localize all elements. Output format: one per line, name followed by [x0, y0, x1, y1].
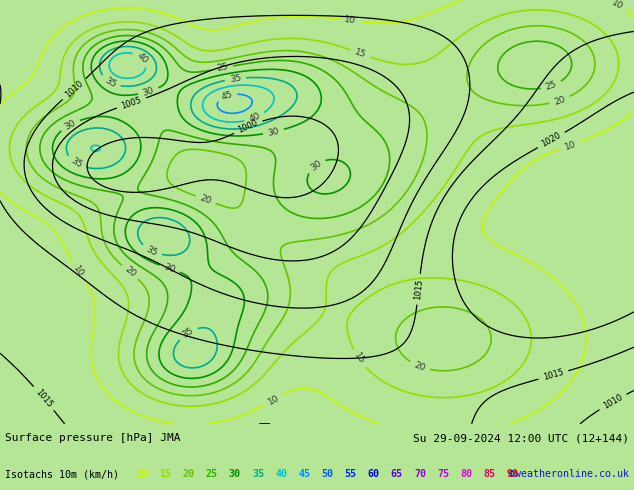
Text: 10: 10 — [266, 393, 281, 407]
Text: 20: 20 — [413, 360, 427, 373]
Text: 35: 35 — [103, 75, 118, 89]
Text: 1005: 1005 — [120, 95, 143, 111]
Text: Surface pressure [hPa] JMA: Surface pressure [hPa] JMA — [5, 433, 181, 443]
Text: 15: 15 — [354, 48, 368, 60]
Text: 20: 20 — [123, 265, 137, 279]
Text: 10: 10 — [136, 469, 148, 479]
Text: 10: 10 — [564, 139, 578, 151]
Text: 60: 60 — [368, 469, 380, 479]
Text: 35: 35 — [145, 245, 159, 257]
Text: 10: 10 — [344, 15, 356, 25]
Text: 1015: 1015 — [34, 388, 54, 409]
Text: 35: 35 — [69, 156, 84, 170]
Text: 45: 45 — [299, 469, 310, 479]
Text: 50: 50 — [321, 469, 333, 479]
Text: 75: 75 — [437, 469, 449, 479]
Text: 20: 20 — [183, 469, 195, 479]
Text: 90: 90 — [507, 469, 519, 479]
Text: 45: 45 — [220, 90, 234, 102]
Text: 30: 30 — [309, 158, 323, 172]
Text: 40: 40 — [248, 111, 262, 124]
Text: 30: 30 — [63, 118, 77, 131]
Text: 25: 25 — [216, 62, 229, 74]
Text: 10: 10 — [72, 264, 86, 278]
Text: 70: 70 — [414, 469, 426, 479]
Text: 20: 20 — [199, 194, 212, 206]
Text: 55: 55 — [345, 469, 356, 479]
Text: 25: 25 — [205, 469, 217, 479]
Text: 30: 30 — [141, 86, 155, 98]
Text: 85: 85 — [483, 469, 495, 479]
Text: 1000: 1000 — [236, 119, 259, 135]
Text: 35: 35 — [229, 74, 242, 84]
Text: 65: 65 — [391, 469, 403, 479]
Text: 80: 80 — [460, 469, 472, 479]
Text: 1010: 1010 — [602, 392, 624, 411]
Text: 30: 30 — [267, 126, 280, 138]
Text: 1010: 1010 — [63, 79, 85, 99]
Text: 1015: 1015 — [413, 278, 424, 300]
Text: Isotachs 10m (km/h): Isotachs 10m (km/h) — [5, 469, 119, 479]
Text: 1015: 1015 — [542, 368, 565, 382]
Text: 10: 10 — [610, 0, 624, 11]
Text: 20: 20 — [553, 94, 567, 106]
Text: 40: 40 — [135, 51, 149, 65]
Text: 25: 25 — [545, 80, 558, 92]
Text: 15: 15 — [352, 351, 366, 366]
Text: 40: 40 — [275, 469, 287, 479]
Text: 1020: 1020 — [540, 131, 562, 149]
Text: 35: 35 — [252, 469, 264, 479]
Text: 35: 35 — [181, 326, 195, 340]
Text: 15: 15 — [160, 469, 171, 479]
Text: ©weatheronline.co.uk: ©weatheronline.co.uk — [509, 469, 629, 479]
Text: Su 29-09-2024 12:00 UTC (12+144): Su 29-09-2024 12:00 UTC (12+144) — [413, 433, 629, 443]
Text: 30: 30 — [229, 469, 241, 479]
Text: 30: 30 — [163, 263, 176, 275]
